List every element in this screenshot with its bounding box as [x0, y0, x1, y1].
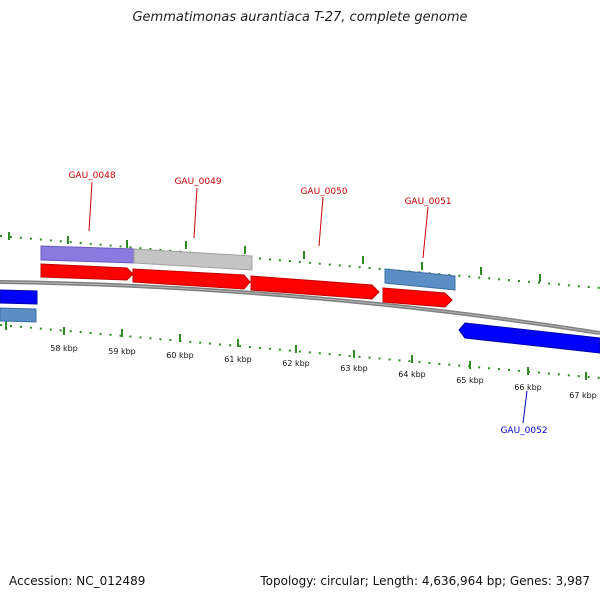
gene-arrow-gau-0051[interactable]: [382, 287, 453, 308]
outer-tick-ring: [0, 232, 600, 289]
genome-title: Gemmatimonas aurantiaca T-27, complete g…: [132, 10, 468, 25]
inner-major-ticks: [5, 321, 587, 380]
inner-minor-ticks: [0, 324, 600, 379]
feature-purple-bar[interactable]: [40, 245, 135, 264]
gene-label-gau-0052[interactable]: GAU_0052: [500, 426, 547, 436]
gene-arrow-gau-0050[interactable]: [250, 275, 380, 300]
reverse-genes: [0, 289, 600, 354]
scale-label-63-kbp: 63 kbp: [340, 364, 368, 373]
gene-arrow-gau-0052[interactable]: [458, 322, 600, 354]
gene-arrow-gau-0049[interactable]: [132, 268, 251, 290]
genome-backbone-highlight: [0, 281, 600, 334]
scale-labels: 58 kbp 59 kbp 60 kbp 61 kbp 62 kbp 63 kb…: [50, 344, 597, 400]
scale-label-67-kbp: 67 kbp: [569, 391, 597, 400]
forward-genes: [40, 263, 453, 308]
feature-grey-bar[interactable]: [133, 248, 253, 271]
scale-label-60-kbp: 60 kbp: [166, 351, 194, 360]
scale-label-58-kbp: 58 kbp: [50, 344, 78, 353]
scale-label-66-kbp: 66 kbp: [514, 383, 542, 392]
feature-steelblue-bar-right[interactable]: [384, 268, 456, 291]
gene-arrow-left-edge[interactable]: [0, 289, 38, 305]
gene-arrow-gau-0048[interactable]: [40, 263, 134, 281]
scale-label-64-kbp: 64 kbp: [398, 370, 426, 379]
scale-label-59-kbp: 59 kbp: [108, 347, 136, 356]
scale-label-61-kbp: 61 kbp: [224, 355, 252, 364]
gene-label-gau-0048[interactable]: GAU_0048: [68, 171, 115, 181]
accession-label: Accession: NC_012489: [9, 574, 146, 588]
scale-label-62-kbp: 62 kbp: [282, 359, 310, 368]
gene-label-gau-0050[interactable]: GAU_0050: [300, 187, 347, 197]
inner-tick-ring: [0, 321, 600, 380]
gene-label-gau-0051[interactable]: GAU_0051: [404, 197, 451, 207]
outer-minor-ticks: [0, 235, 600, 289]
gene-leader-lines: [88, 181, 528, 424]
gene-label-gau-0049[interactable]: GAU_0049: [174, 177, 221, 187]
outer-major-ticks: [8, 232, 541, 282]
scale-label-65-kbp: 65 kbp: [456, 376, 484, 385]
feature-track: [0, 245, 456, 323]
feature-steelblue-bar-left[interactable]: [0, 307, 37, 323]
gene-labels: GAU_0048 GAU_0049 GAU_0050 GAU_0051 GAU_…: [68, 171, 547, 436]
genome-summary: Topology: circular; Length: 4,636,964 bp…: [260, 574, 590, 588]
